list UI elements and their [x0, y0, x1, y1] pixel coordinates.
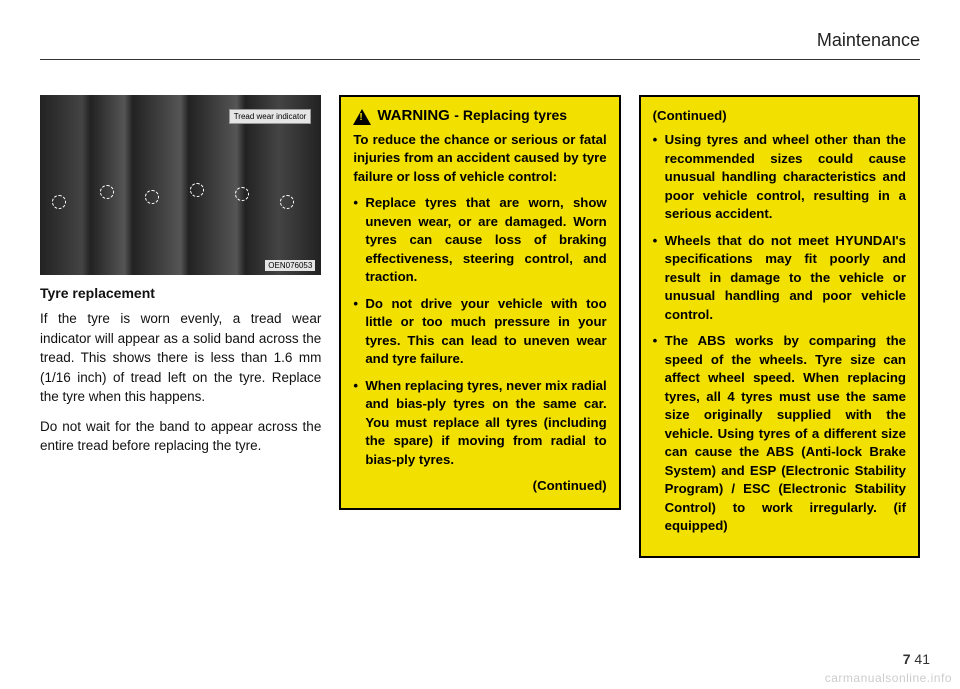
warning-bullet: When replacing tyres, never mix radial a…	[353, 377, 606, 469]
warning-bullet: Replace tyres that are worn, show uneven…	[353, 194, 606, 286]
content: Tread wear indicator OEN076053 Tyre repl…	[40, 95, 920, 558]
warning-bullet: Using tyres and wheel other than the rec…	[653, 131, 906, 223]
warning-box-continued: (Continued) Using tyres and wheel other …	[639, 95, 920, 558]
indicator-circle	[280, 195, 294, 209]
tread-wear-indicator-label: Tread wear indicator	[229, 109, 312, 124]
warning-bullet: The ABS works by comparing the speed of …	[653, 332, 906, 535]
warning-header: WARNING - Replacing tyres	[353, 107, 606, 125]
indicator-circle	[235, 187, 249, 201]
indicator-circle	[52, 195, 66, 209]
page-footer: 7 41	[903, 651, 930, 667]
column-1: Tread wear indicator OEN076053 Tyre repl…	[40, 95, 321, 558]
watermark: carmanualsonline.info	[825, 671, 952, 685]
continued-label: (Continued)	[353, 477, 606, 495]
indicator-circle	[145, 190, 159, 204]
warning-bullet: Wheels that do not meet HYUNDAI's specif…	[653, 232, 906, 324]
tyre-image: Tread wear indicator OEN076053	[40, 95, 321, 275]
column-3: (Continued) Using tyres and wheel other …	[639, 95, 920, 558]
warning-body: To reduce the chance or serious or fatal…	[353, 131, 606, 496]
warning-icon	[353, 109, 371, 125]
warning-intro: To reduce the chance or serious or fatal…	[353, 131, 606, 186]
indicator-circle	[190, 183, 204, 197]
section-title: Maintenance	[817, 30, 920, 50]
column-2: WARNING - Replacing tyres To reduce the …	[339, 95, 620, 558]
continued-label: (Continued)	[653, 107, 906, 125]
page-number: 41	[914, 651, 930, 667]
chapter-number: 7	[903, 651, 911, 667]
warning-body: (Continued) Using tyres and wheel other …	[653, 107, 906, 536]
paragraph: If the tyre is worn evenly, a tread wear…	[40, 309, 321, 407]
image-code: OEN076053	[265, 260, 315, 271]
page-header: Maintenance	[40, 30, 920, 60]
warning-bullet: Do not drive your vehicle with too littl…	[353, 295, 606, 369]
paragraph: Do not wait for the band to appear acros…	[40, 417, 321, 456]
indicator-circle	[100, 185, 114, 199]
subsection-heading: Tyre replacement	[40, 285, 321, 301]
warning-title: WARNING	[377, 107, 450, 124]
warning-subtitle: - Replacing tyres	[454, 107, 567, 123]
warning-box: WARNING - Replacing tyres To reduce the …	[339, 95, 620, 510]
